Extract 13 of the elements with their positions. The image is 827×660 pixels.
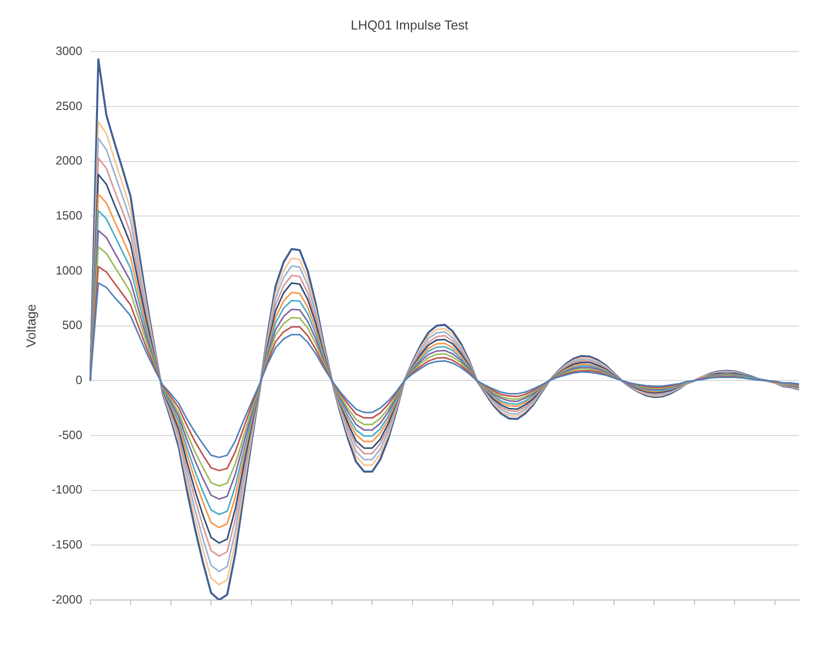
chart-title: LHQ01 Impulse Test	[350, 17, 469, 32]
y-tick-label: 1000	[56, 263, 83, 278]
y-tick-label: 2000	[56, 154, 83, 168]
y-tick-label: -1500	[52, 537, 83, 552]
y-tick-label: -1000	[52, 482, 83, 497]
y-tick-label: -2000	[52, 592, 83, 606]
y-axis-title: Voltage	[23, 304, 38, 348]
y-tick-label: -500	[58, 428, 83, 442]
y-tick-label: 3000	[56, 44, 83, 58]
y-tick-label: 1500	[56, 208, 83, 222]
y-tick-label: 500	[62, 318, 83, 332]
y-tick-label: 2500	[56, 98, 83, 113]
y-tick-label: 0	[76, 372, 83, 387]
